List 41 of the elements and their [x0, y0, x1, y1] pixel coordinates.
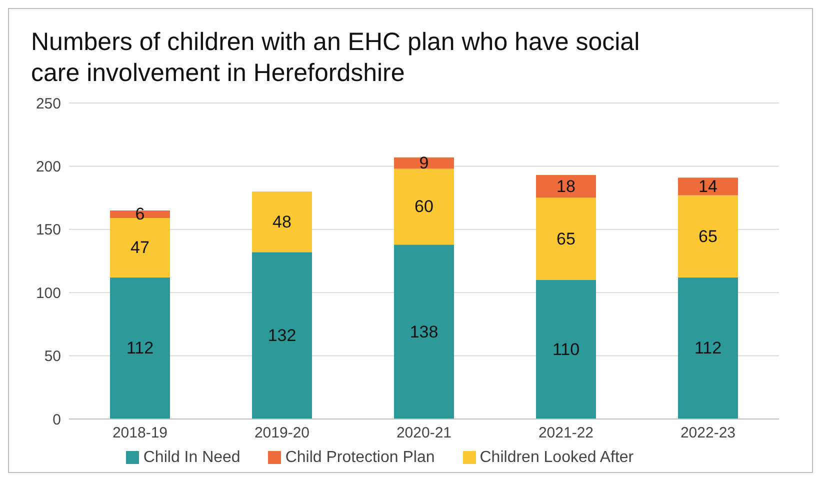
data-label: 132	[268, 326, 296, 346]
x-tick-label: 2020-21	[396, 424, 452, 442]
bar	[252, 252, 312, 419]
y-tick-label: 150	[36, 222, 61, 239]
legend-label: Child Protection Plan	[285, 449, 435, 466]
data-label: 14	[698, 176, 718, 196]
x-tick-label: 2021-22	[538, 424, 594, 442]
data-label: 60	[414, 197, 434, 216]
y-tick-label: 250	[36, 95, 61, 112]
data-label: 18	[556, 176, 576, 196]
y-tick-label: 50	[44, 348, 61, 366]
data-label: 112	[694, 338, 722, 358]
y-tick-label: 100	[36, 284, 61, 302]
bar	[678, 277, 738, 419]
data-label: 47	[130, 238, 150, 258]
bar	[678, 195, 738, 278]
data-label: 9	[419, 154, 429, 173]
bar	[394, 244, 454, 419]
bar	[252, 191, 312, 252]
data-label: 65	[698, 226, 718, 246]
y-tick-label: 0	[52, 411, 61, 428]
bar	[536, 198, 596, 280]
data-label: 138	[410, 322, 438, 342]
bar	[536, 280, 596, 419]
data-label: 112	[126, 338, 154, 358]
bar	[678, 178, 738, 196]
bar	[536, 175, 596, 198]
x-tick-label: 2019-20	[254, 424, 310, 442]
legend-label: Children Looked After	[480, 449, 634, 466]
legend-label: Child In Need	[143, 449, 240, 466]
bar	[110, 218, 170, 278]
data-label: 6	[135, 204, 145, 224]
bar	[394, 168, 454, 245]
data-label: 65	[556, 229, 576, 248]
x-tick-label: 2022-23	[680, 424, 736, 442]
data-label: 110	[552, 340, 580, 359]
y-tick-label: 200	[36, 158, 61, 176]
bar	[110, 277, 170, 419]
data-label: 48	[272, 212, 292, 232]
chart-title: Numbers of children with an EHC plan who have social care involvement in Herefordshire	[30, 27, 641, 89]
x-tick-label: 2018-19	[112, 424, 168, 442]
